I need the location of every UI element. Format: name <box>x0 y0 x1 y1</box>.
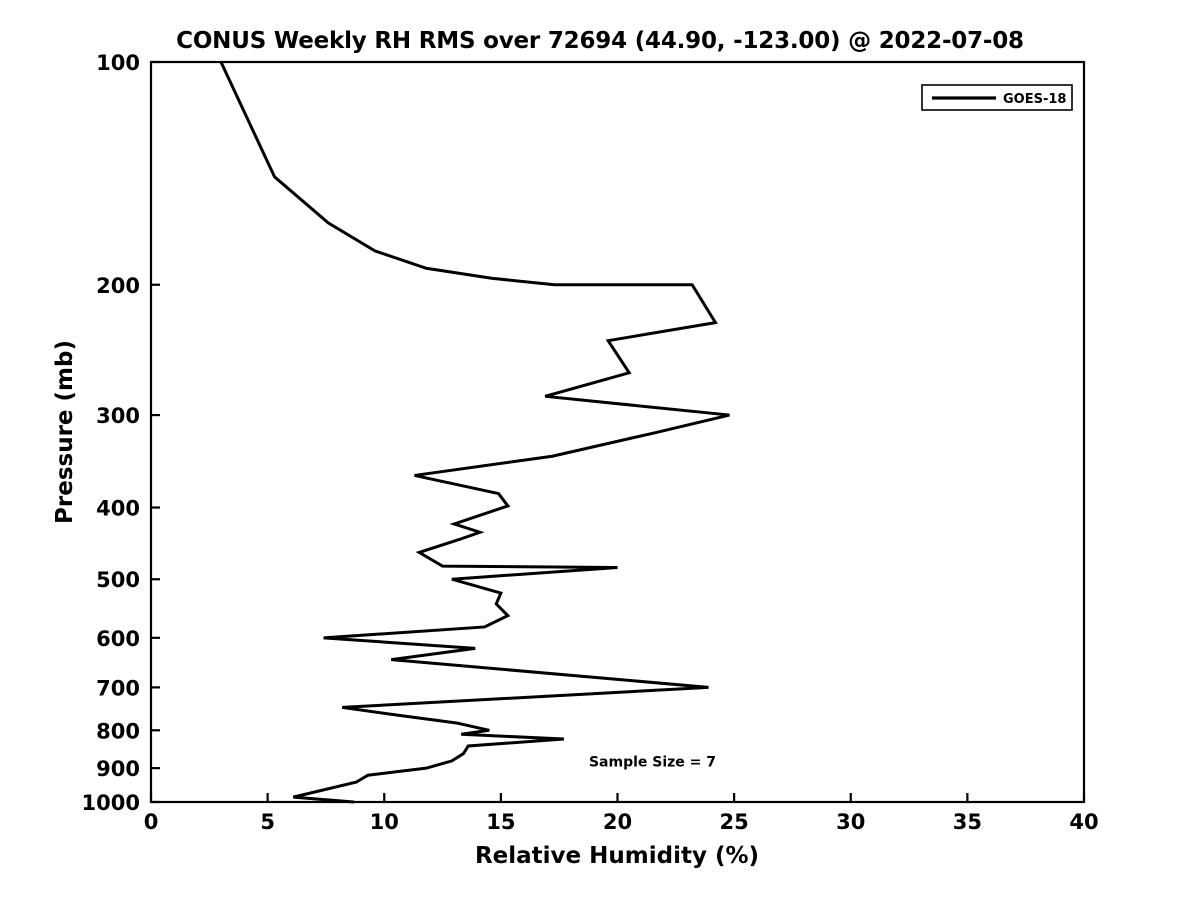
sample-size-annotation: Sample Size = 7 <box>589 754 716 770</box>
data-series-group <box>219 61 730 804</box>
x-tick-label: 15 <box>486 810 515 834</box>
y-tick-label: 900 <box>96 757 140 781</box>
y-tick-label: 400 <box>96 497 140 521</box>
annotations-group: Sample Size = 7 <box>589 754 716 770</box>
chart-title: CONUS Weekly RH RMS over 72694 (44.90, -… <box>176 28 1024 54</box>
y-axis-ticks: 100 200 300 400 500 600 700 800 900 1000 <box>82 51 160 815</box>
x-axis-ticks: 0 5 10 15 20 25 30 35 40 <box>144 793 1099 834</box>
y-axis-title: Pressure (mb) <box>52 340 78 524</box>
data-line-goes-18 <box>219 61 730 804</box>
chart-legend: GOES-18 <box>921 84 1073 111</box>
y-tick-label: 800 <box>96 719 140 743</box>
y-tick-label: 100 <box>96 51 140 75</box>
x-tick-label: 0 <box>144 810 159 834</box>
x-tick-label: 40 <box>1069 810 1098 834</box>
y-tick-label: 500 <box>96 568 140 592</box>
legend-label-goes-18: GOES-18 <box>1003 92 1066 107</box>
y-tick-label: 1000 <box>82 791 140 815</box>
y-tick-label: 200 <box>96 274 140 298</box>
x-tick-label: 35 <box>953 810 982 834</box>
x-tick-label: 30 <box>836 810 865 834</box>
x-tick-label: 25 <box>720 810 749 834</box>
x-axis-title: Relative Humidity (%) <box>475 843 759 869</box>
x-tick-label: 20 <box>603 810 632 834</box>
y-tick-label: 700 <box>96 676 140 700</box>
y-tick-label: 600 <box>96 627 140 651</box>
x-tick-label: 5 <box>260 810 275 834</box>
y-tick-label: 300 <box>96 404 140 428</box>
x-tick-label: 10 <box>370 810 399 834</box>
